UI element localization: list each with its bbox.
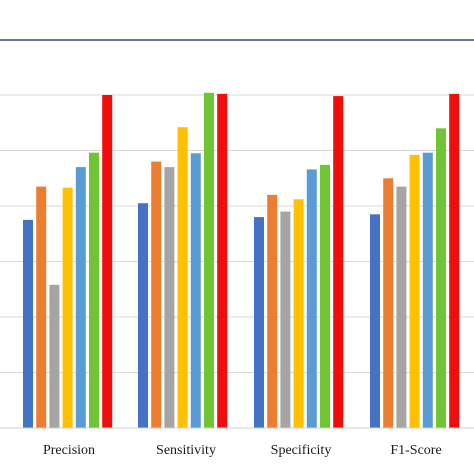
bar	[383, 178, 394, 429]
x-tick-label: Sensitivity	[156, 443, 216, 458]
bar	[23, 219, 33, 428]
bar	[36, 186, 47, 428]
x-tick-label: F1-Score	[390, 443, 441, 458]
bar	[370, 214, 380, 428]
bar	[449, 93, 460, 429]
bar	[409, 154, 420, 428]
bar	[75, 167, 86, 428]
bar	[267, 194, 278, 428]
x-tick-label: Specificity	[271, 443, 332, 458]
bar	[217, 93, 228, 429]
x-tick-label: Precision	[43, 443, 95, 458]
bar	[151, 161, 162, 428]
bar	[164, 167, 175, 428]
bar	[320, 164, 330, 428]
bar	[89, 152, 99, 428]
x-axis-labels: Precision Sensitivity Specificity F1-Sco…	[43, 443, 442, 458]
bar	[333, 96, 344, 428]
bar	[396, 186, 407, 428]
bar	[62, 187, 73, 428]
bars	[23, 92, 460, 429]
bar	[293, 199, 304, 428]
bar	[204, 92, 214, 429]
bar	[436, 128, 446, 429]
bar	[102, 95, 113, 428]
bar	[49, 284, 60, 428]
bar	[306, 169, 317, 428]
bar	[138, 203, 148, 428]
bar	[280, 211, 291, 428]
bar	[190, 153, 201, 429]
bar	[177, 127, 188, 428]
bar	[422, 152, 433, 428]
bar	[254, 217, 264, 428]
